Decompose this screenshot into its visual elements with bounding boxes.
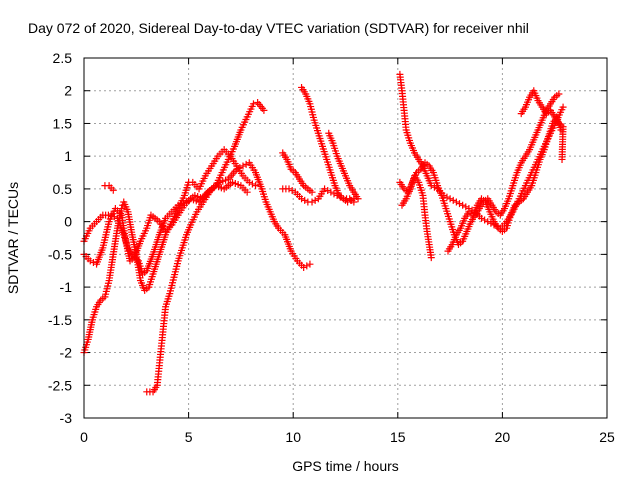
y-tick-label: -2	[60, 345, 73, 361]
series-arc9	[325, 129, 362, 203]
series-arc2	[80, 146, 260, 357]
data-point	[555, 90, 563, 98]
series-arc5	[101, 182, 117, 194]
data-point	[298, 195, 306, 203]
y-tick-label: -2.5	[48, 377, 72, 393]
x-tick-label: 0	[80, 429, 88, 445]
data-point	[484, 218, 492, 226]
data-point	[321, 185, 329, 193]
data-point	[249, 100, 257, 108]
data-point	[245, 178, 253, 186]
y-tick-label: -3	[60, 410, 73, 426]
y-tick-label: 1	[64, 148, 72, 164]
series-arc14	[517, 87, 567, 163]
plot-frame	[83, 57, 608, 419]
series-arc8	[298, 83, 358, 206]
x-tick-label: 10	[285, 429, 301, 445]
data-point	[427, 254, 435, 262]
data-point	[311, 196, 319, 204]
data-point	[330, 190, 338, 198]
x-axis-label: GPS time / hours	[292, 458, 399, 474]
y-tick-label: 0	[64, 214, 72, 230]
y-tick-label: 0.5	[53, 181, 73, 197]
y-tick-label: 1.5	[53, 115, 73, 131]
data-point	[477, 214, 485, 222]
data-point	[248, 180, 256, 188]
data-point	[324, 187, 332, 195]
data-point	[449, 196, 457, 204]
y-axis-label: SDTVAR / TECUs	[5, 182, 21, 294]
data-point	[285, 185, 293, 193]
data-point	[242, 160, 250, 168]
data-point	[446, 195, 454, 203]
data-point	[430, 183, 438, 191]
data-point	[288, 187, 296, 195]
data-point	[109, 186, 117, 194]
data-point	[118, 205, 126, 213]
y-tick-label: 2	[64, 83, 72, 99]
data-point	[306, 260, 314, 268]
data-point	[462, 203, 470, 211]
series-arc4	[143, 99, 268, 396]
data-point	[481, 216, 489, 224]
data-point	[89, 259, 97, 267]
data-point	[427, 182, 435, 190]
x-tick-label: 15	[390, 429, 406, 445]
series-arc10	[396, 70, 567, 232]
data-point	[86, 257, 94, 265]
data-point	[452, 198, 460, 206]
data-point	[558, 155, 566, 163]
data-point	[559, 103, 567, 111]
data-point	[308, 188, 316, 196]
chart-title: Day 072 of 2020, Sidereal Day-to-day VTE…	[0, 20, 640, 40]
chart-points	[80, 70, 567, 396]
data-point	[252, 182, 260, 190]
data-point	[327, 188, 335, 196]
chart-title-text: Day 072 of 2020, Sidereal Day-to-day VTE…	[28, 20, 529, 36]
data-point	[459, 201, 467, 209]
data-point	[456, 200, 464, 208]
data-point	[243, 188, 251, 196]
data-point	[347, 196, 355, 204]
x-tick-label: 20	[495, 429, 511, 445]
chart-grid	[84, 58, 607, 418]
x-tick-label: 25	[599, 429, 615, 445]
series-arc6	[279, 149, 316, 196]
data-point	[301, 196, 309, 204]
data-point	[239, 162, 247, 170]
data-point	[354, 195, 362, 203]
series-arc12	[398, 172, 435, 262]
y-tick-label: 2.5	[53, 50, 73, 66]
x-tick-label: 5	[185, 429, 193, 445]
data-point	[344, 198, 352, 206]
data-point	[303, 262, 311, 270]
data-point	[260, 106, 268, 114]
data-point	[308, 198, 316, 206]
y-tick-label: -1.5	[48, 312, 72, 328]
data-point	[443, 193, 451, 201]
series-arc13	[444, 113, 565, 255]
data-point	[300, 263, 308, 271]
y-tick-label: -1	[60, 279, 73, 295]
y-tick-label: -0.5	[48, 246, 72, 262]
